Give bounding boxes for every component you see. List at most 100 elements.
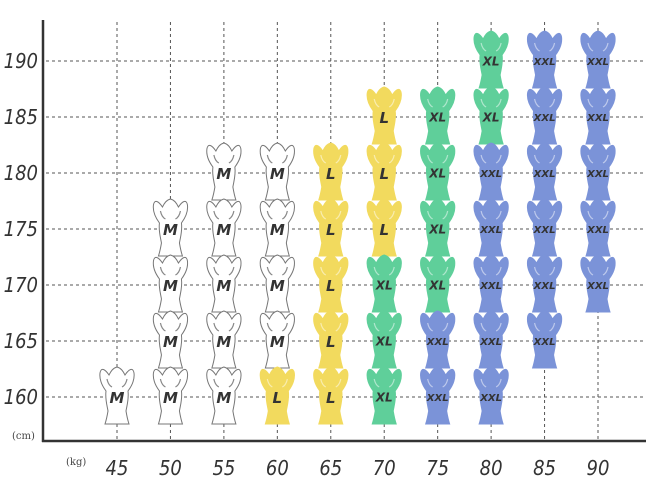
size-label: XXL: [586, 225, 609, 236]
size-label: M: [110, 389, 125, 407]
arm-detail: [533, 154, 556, 164]
size-figure-xxl: XXL: [526, 310, 563, 369]
size-label: XXL: [586, 281, 609, 292]
body-silhouette-icon: [473, 366, 509, 425]
arm-detail: [427, 210, 449, 220]
arm-detail: [159, 378, 182, 388]
arm-detail: [373, 210, 395, 220]
body-silhouette-icon: [366, 198, 402, 257]
size-figure-m: M: [152, 254, 189, 313]
size-label: XL: [428, 111, 446, 125]
size-figure-xxl: XXL: [473, 366, 509, 425]
body-silhouette-icon: [580, 198, 616, 257]
body-silhouette-icon: [420, 198, 456, 257]
body-silhouette-icon: [580, 30, 616, 89]
size-figure-xl: XL: [366, 254, 402, 313]
body-silhouette-icon: [526, 86, 563, 145]
y-tick-label: 180: [4, 161, 38, 185]
body-silhouette-icon: [420, 142, 456, 201]
arm-detail: [266, 378, 288, 388]
size-figure-m: M: [259, 310, 295, 369]
arm-detail: [373, 322, 395, 332]
arm-detail: [480, 154, 502, 164]
size-figure-m: M: [206, 366, 242, 425]
size-label: L: [326, 389, 336, 407]
arm-detail: [106, 378, 128, 388]
arm-detail: [533, 266, 556, 276]
x-tick-label: 75: [426, 456, 449, 480]
body-silhouette-icon: [259, 310, 295, 369]
size-figure-m: M: [206, 254, 242, 313]
size-figure-xl: XL: [473, 30, 509, 89]
body-silhouette-icon: [526, 310, 563, 369]
body-silhouette-icon: [473, 254, 509, 313]
size-figure-xxl: XXL: [473, 254, 509, 313]
arm-detail: [480, 266, 502, 276]
size-figure-xxl: XXL: [580, 86, 616, 145]
size-figure-xxl: XXL: [473, 310, 509, 369]
size-figure-m: M: [152, 310, 189, 369]
arm-detail: [427, 154, 449, 164]
arm-detail: [533, 210, 556, 220]
arm-detail: [320, 266, 342, 276]
arm-detail: [320, 322, 342, 332]
arm-detail: [159, 210, 182, 220]
y-unit-label: (cm): [12, 431, 35, 442]
size-label: XL: [482, 111, 500, 125]
body-silhouette-icon: [313, 310, 349, 369]
arm-detail: [320, 154, 342, 164]
size-figure-m: M: [259, 142, 295, 201]
y-tick-label: 190: [4, 49, 38, 73]
arm-detail: [266, 322, 288, 332]
body-silhouette-icon: [526, 142, 563, 201]
body-silhouette-icon: [526, 30, 563, 89]
size-figure-l: L: [313, 254, 349, 313]
size-label: XXL: [586, 169, 609, 180]
body-silhouette-icon: [259, 366, 295, 425]
body-silhouette-icon: [473, 30, 509, 89]
body-silhouette-icon: [473, 86, 509, 145]
arm-detail: [266, 154, 288, 164]
size-figure-l: L: [259, 366, 295, 425]
arm-detail: [587, 154, 609, 164]
body-silhouette-icon: [580, 142, 616, 201]
arm-detail: [480, 42, 502, 52]
arm-detail: [480, 378, 502, 388]
size-figure-xxl: XXL: [580, 142, 616, 201]
x-tick-label: 55: [212, 456, 235, 480]
size-label: XL: [428, 223, 446, 237]
body-silhouette-icon: [206, 254, 242, 313]
size-figure-xxl: XXL: [580, 198, 616, 257]
arm-detail: [159, 322, 182, 332]
size-figure-xl: XL: [366, 310, 402, 369]
size-figure-xl: XL: [420, 142, 456, 201]
arm-detail: [427, 322, 449, 332]
body-silhouette-icon: [152, 198, 189, 257]
size-figure-xxl: XXL: [580, 30, 616, 89]
size-figure-l: L: [366, 198, 402, 257]
x-tick-label: 65: [319, 456, 342, 480]
size-figure-xxl: XXL: [420, 310, 456, 369]
arm-detail: [533, 42, 556, 52]
body-silhouette-icon: [259, 254, 295, 313]
size-figure-xxl: XXL: [473, 198, 509, 257]
body-silhouette-icon: [99, 366, 135, 425]
y-tick-label: 165: [4, 329, 38, 353]
y-tick-label: 170: [4, 273, 38, 297]
body-silhouette-icon: [152, 310, 189, 369]
size-label: XXL: [533, 113, 556, 124]
size-figure-m: M: [206, 198, 242, 257]
size-figure-l: L: [313, 142, 349, 201]
size-figure-xxl: XXL: [420, 366, 456, 425]
size-label: M: [216, 165, 231, 183]
body-silhouette-icon: [313, 254, 349, 313]
x-tick-label: 60: [266, 456, 289, 480]
body-silhouette-icon: [313, 366, 349, 425]
size-label: XL: [428, 279, 446, 293]
body-silhouette-icon: [420, 366, 456, 425]
arm-detail: [533, 98, 556, 108]
y-tick-labels: 190 185 180 175 170 165 160: [4, 49, 38, 409]
arm-detail: [320, 210, 342, 220]
size-label: M: [163, 389, 178, 407]
size-label: XXL: [533, 169, 556, 180]
